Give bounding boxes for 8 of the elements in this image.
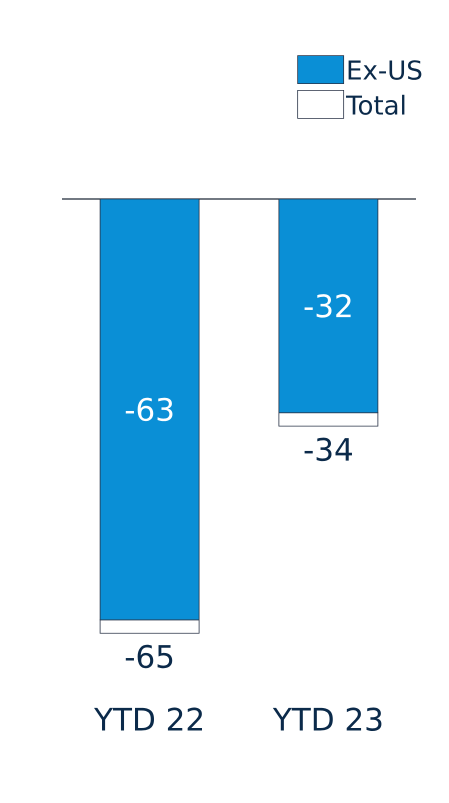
total-label: -65 bbox=[126, 644, 172, 668]
legend-label: Total bbox=[346, 94, 404, 115]
data-label: -32 bbox=[304, 294, 351, 318]
x-tick-label: YTD 23 bbox=[272, 708, 382, 731]
data-label: -63 bbox=[126, 398, 172, 422]
total-label: -34 bbox=[304, 438, 352, 462]
legend-label: Ex-US bbox=[348, 60, 422, 80]
x-tick-label: YTD 22 bbox=[94, 708, 202, 731]
